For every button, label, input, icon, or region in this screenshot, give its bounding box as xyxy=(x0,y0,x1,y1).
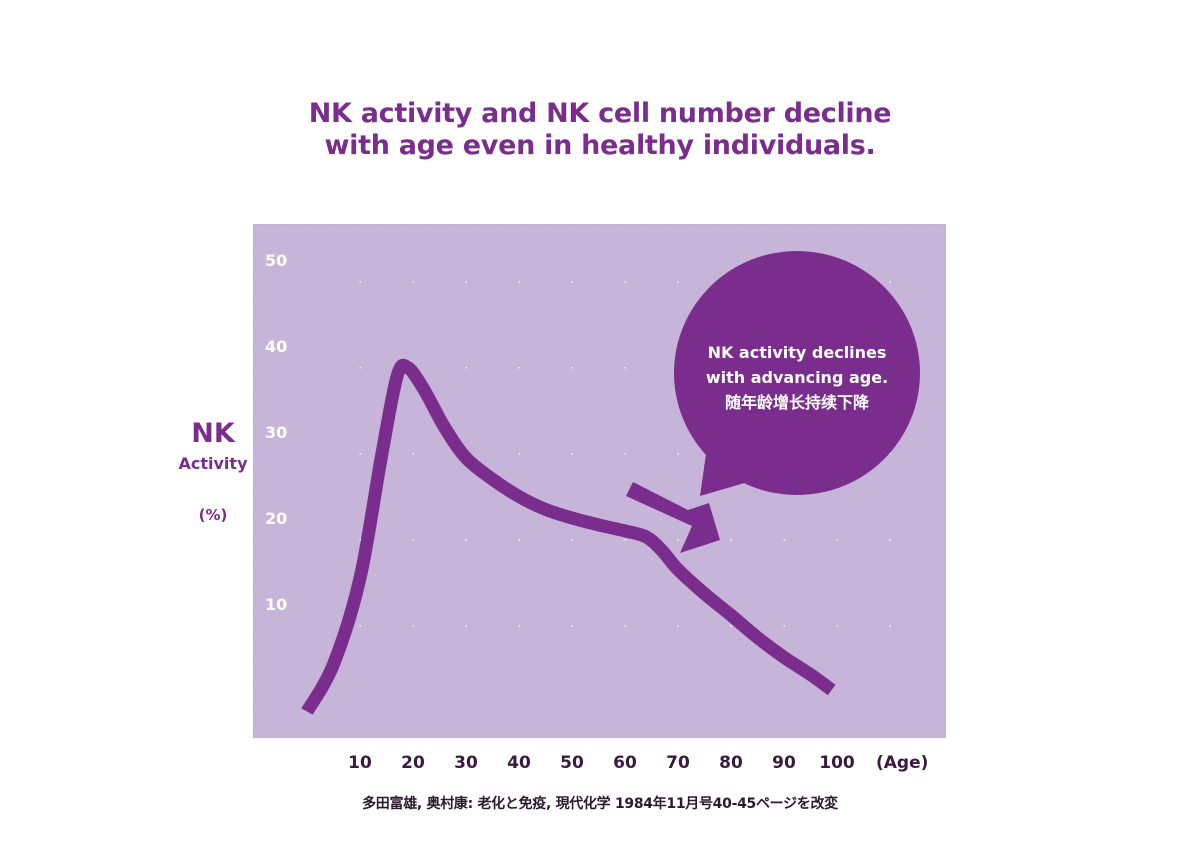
callout-line-2: with advancing age. xyxy=(705,368,889,387)
callout-line-3: 随年龄增长持续下降 xyxy=(724,393,869,412)
x-tick-label: 80 xyxy=(719,753,743,773)
x-axis-label: (Age) xyxy=(876,753,928,773)
x-tick-label: 60 xyxy=(613,753,637,773)
x-tick-label: 70 xyxy=(666,753,690,773)
x-tick-label: 50 xyxy=(560,753,584,773)
y-tick-label: 30 xyxy=(265,423,287,442)
x-tick-label: 20 xyxy=(401,753,425,773)
chart-title-line-2: with age even in healthy individuals. xyxy=(324,130,876,161)
y-tick-label: 10 xyxy=(265,595,287,614)
source-citation: 多田富雄, 奥村康: 老化と免疫, 現代化学 1984年11月号40-45ページ… xyxy=(362,796,838,812)
x-tick-label: 10 xyxy=(348,753,372,773)
nk-activity-line xyxy=(301,358,836,715)
callout-text: NK activity declines with advancing age.… xyxy=(684,340,910,415)
x-tick-label: 90 xyxy=(772,753,796,773)
y-axis-label-nk: NK xyxy=(191,418,235,449)
down-arrow-icon xyxy=(626,482,720,553)
y-axis-ticks: 10 20 30 40 50 xyxy=(265,251,287,614)
y-tick-label: 40 xyxy=(265,337,287,356)
x-tick-label: 30 xyxy=(454,753,478,773)
speech-bubble xyxy=(674,251,920,496)
plot-border xyxy=(253,224,946,738)
x-tick-label: 100 xyxy=(819,753,855,773)
callout-line-1: NK activity declines xyxy=(707,343,887,362)
x-tick-label: 40 xyxy=(507,753,531,773)
y-tick-label: 20 xyxy=(265,509,287,528)
y-tick-label: 50 xyxy=(265,251,287,270)
chart-title-line-1: NK activity and NK cell number decline xyxy=(308,98,892,129)
y-axis-label-unit: (%) xyxy=(198,506,228,524)
x-axis-ticks: 10 20 30 40 50 60 70 80 90 100 xyxy=(348,753,855,773)
chart-title: NK activity and NK cell number decline w… xyxy=(0,98,1200,162)
y-axis-label-activity: Activity xyxy=(178,454,248,473)
